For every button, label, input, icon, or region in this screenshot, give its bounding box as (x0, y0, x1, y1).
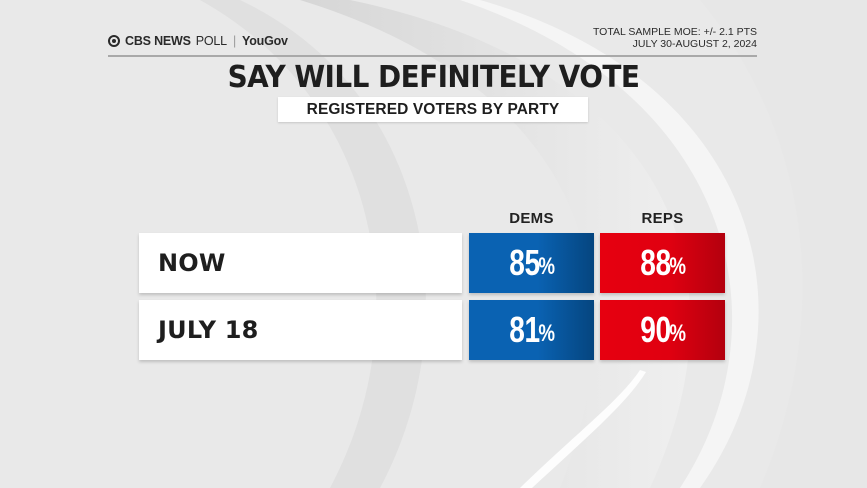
column-header-dems: DEMS (509, 210, 554, 227)
brand-product: POLL (195, 34, 227, 48)
brand-separator: | (232, 34, 236, 48)
value: 90 (640, 309, 672, 350)
header-divider (108, 55, 757, 57)
chart-title: SAY WILL DEFINITELY VOTE (227, 60, 640, 95)
field-dates: JULY 30-AUGUST 2, 2024 (632, 38, 757, 50)
unit: % (538, 253, 556, 280)
cbs-eye-icon (108, 35, 120, 47)
value: 88 (640, 242, 672, 283)
value: 81 (509, 309, 541, 350)
unit: % (669, 253, 687, 280)
unit: % (538, 320, 556, 347)
cell-now-dems: 85% (469, 233, 594, 293)
value: 85 (509, 242, 541, 283)
brand-network: CBS NEWS (125, 34, 191, 48)
chart-subtitle: REGISTERED VOTERS BY PARTY (306, 100, 560, 118)
unit: % (669, 320, 687, 347)
cell-now-reps: 88% (600, 233, 725, 293)
brand-logo: CBS NEWS POLL | YouGov (108, 34, 288, 48)
subtitle-box: REGISTERED VOTERS BY PARTY (278, 97, 588, 122)
poll-meta: TOTAL SAMPLE MOE: +/- 2.1 PTS JULY 30-AU… (593, 26, 757, 50)
cell-july18-reps: 90% (600, 300, 725, 360)
row-label-now: NOW (139, 233, 462, 293)
cell-july18-dems: 81% (469, 300, 594, 360)
margin-of-error: TOTAL SAMPLE MOE: +/- 2.1 PTS (592, 26, 757, 38)
brand-partner: YouGov (242, 34, 288, 48)
row-label-july-18: JULY 18 (139, 300, 462, 360)
column-header-reps: REPS (641, 210, 684, 227)
